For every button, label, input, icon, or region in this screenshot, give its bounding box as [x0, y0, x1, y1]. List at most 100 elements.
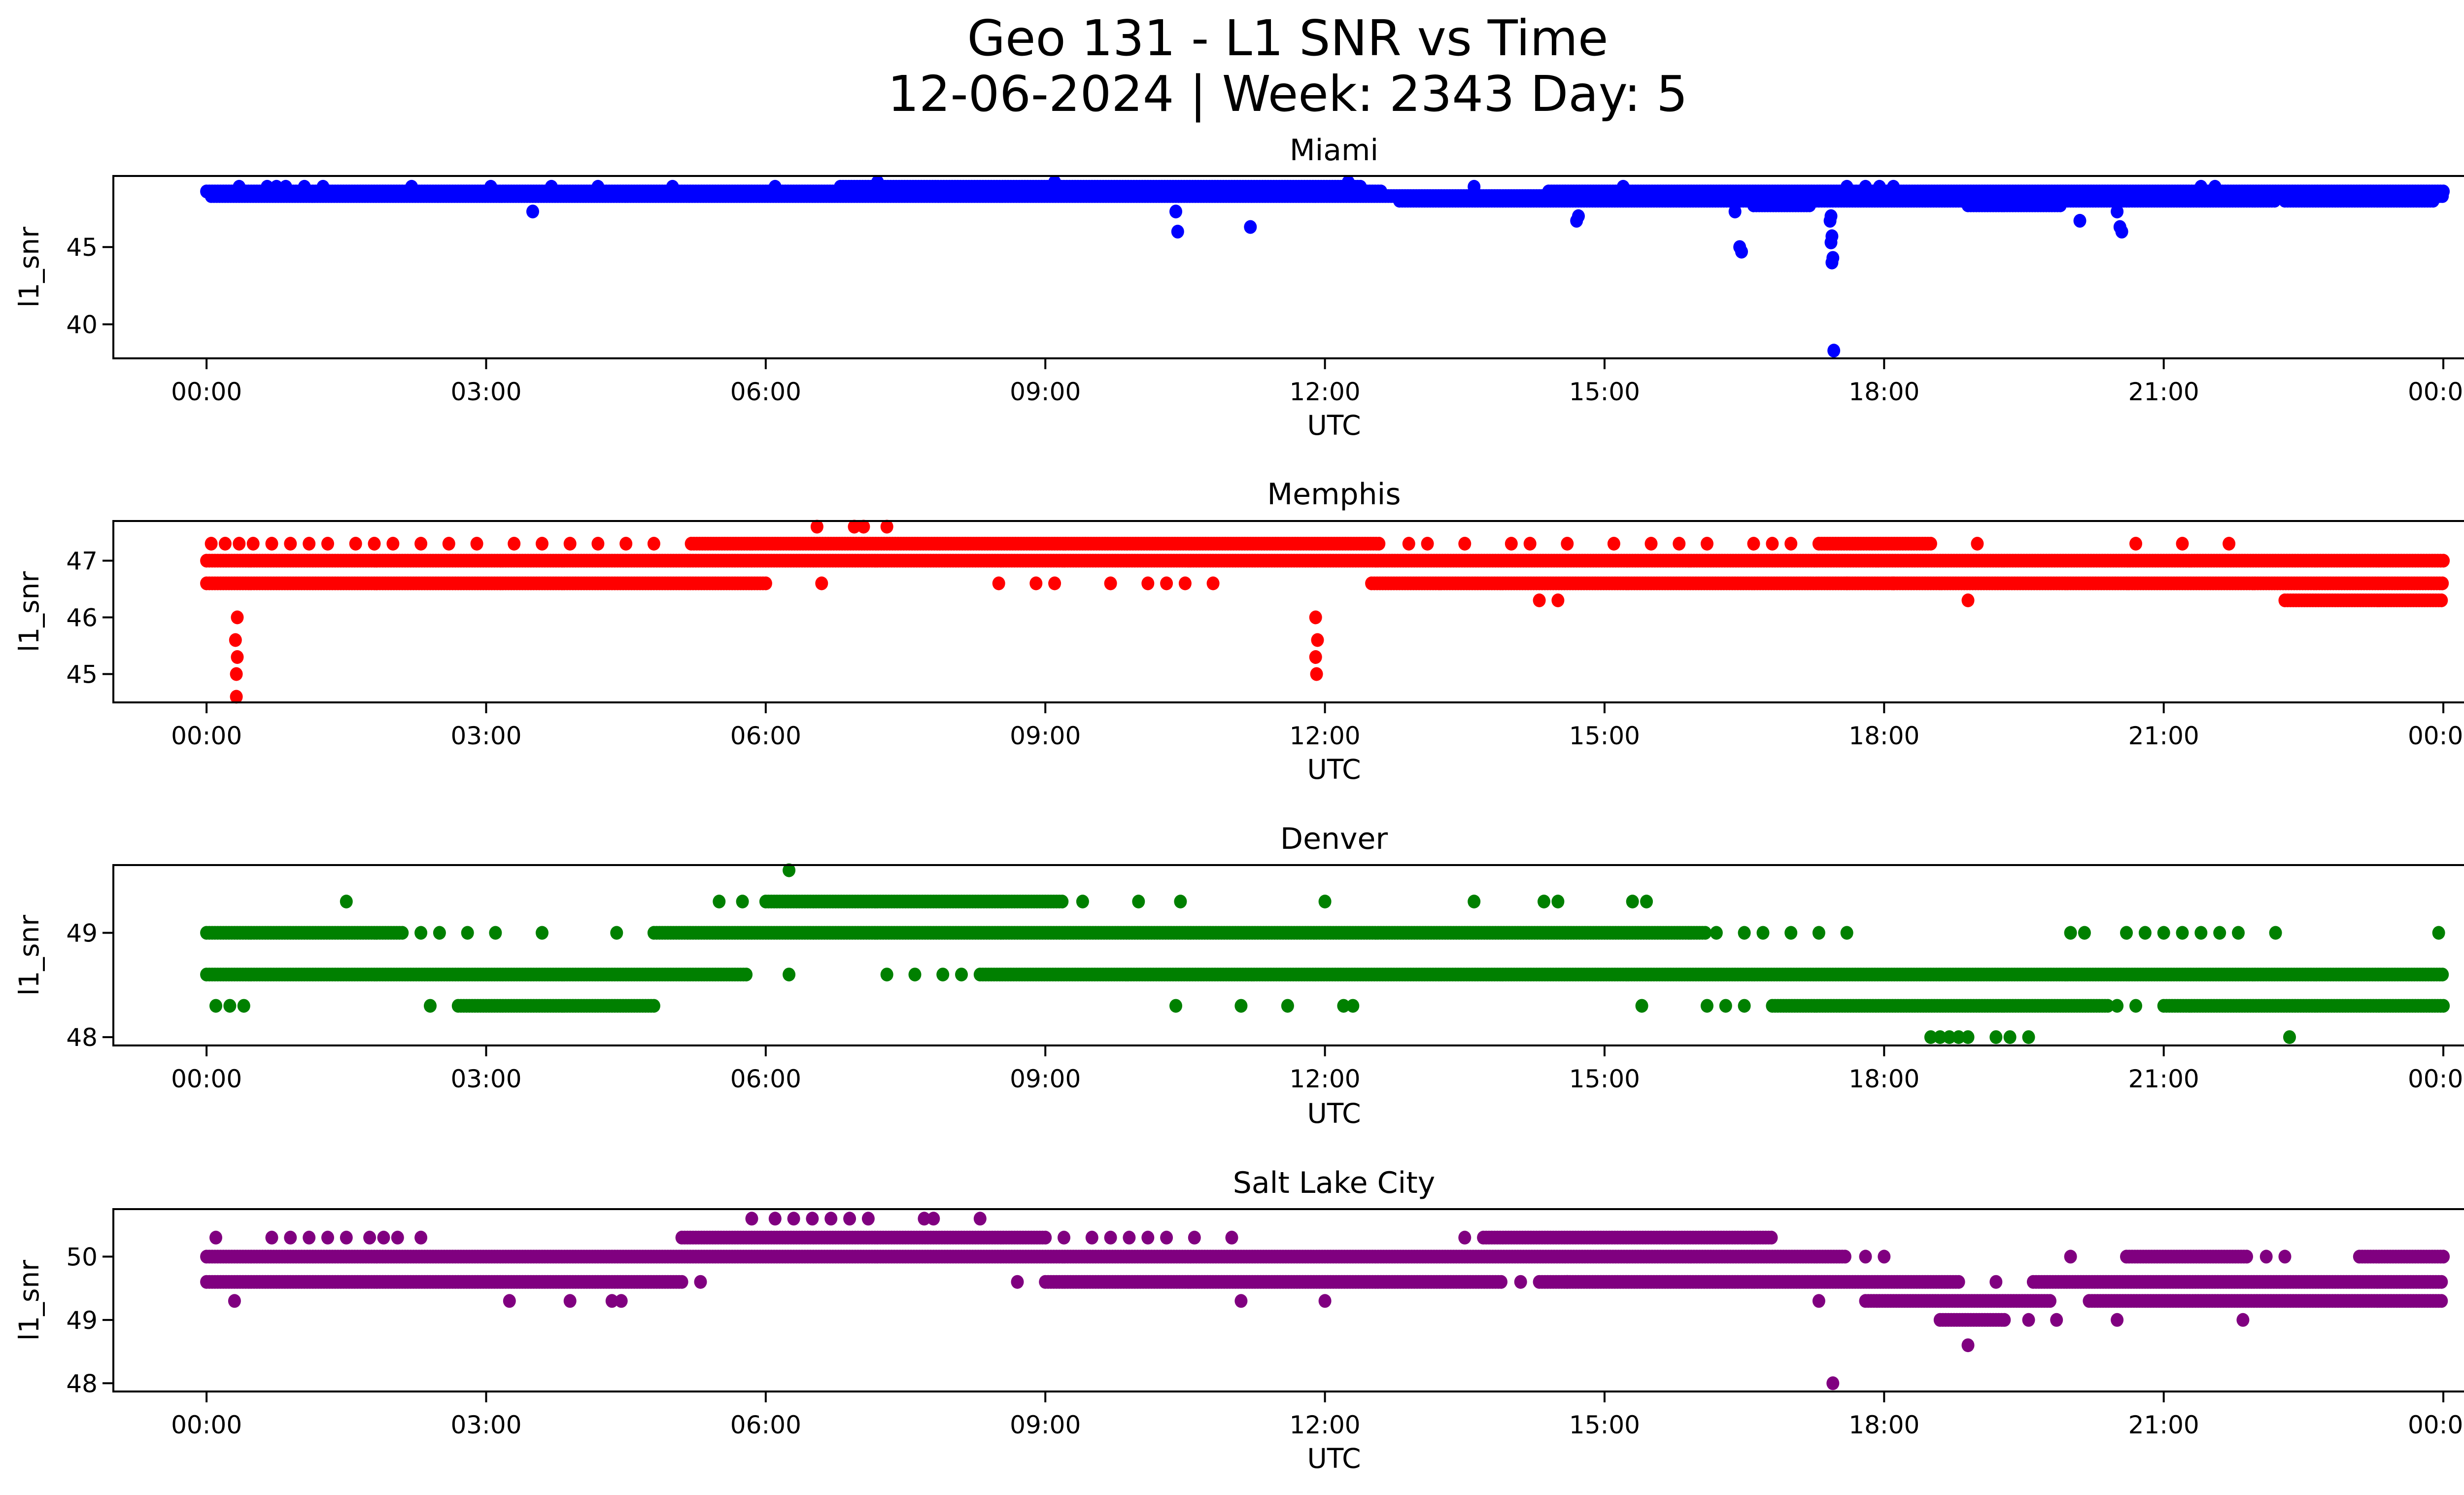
panel-title: Memphis: [1267, 477, 1401, 512]
data-point: [619, 537, 633, 551]
data-point: [647, 537, 660, 551]
data-point: [1309, 610, 1322, 625]
data-point: [414, 537, 428, 551]
data-point: [2176, 537, 2189, 551]
data-point: [2208, 179, 2222, 194]
data-point: [1784, 537, 1798, 551]
data-point: [1341, 175, 1355, 189]
y-axis-label: l1_snr: [13, 571, 45, 652]
figure-title: Geo 131 - L1 SNR vs Time: [967, 9, 1608, 67]
data-point: [1169, 205, 1182, 219]
data-point: [1029, 576, 1043, 591]
data-point: [563, 537, 577, 551]
data-point: [349, 537, 362, 551]
data-point: [536, 537, 548, 551]
data-point: [1961, 593, 1975, 607]
data-point: [1701, 537, 1713, 551]
data-point: [279, 179, 292, 194]
data-point: [1468, 179, 1481, 194]
y-tick-label: 47: [66, 547, 98, 576]
x-tick-label: 03:00: [450, 722, 521, 750]
data-point: [1747, 537, 1760, 551]
data-point: [484, 179, 497, 194]
x-tick-label: 00:00: [2408, 722, 2464, 750]
scatter-points: [200, 175, 2450, 358]
x-tick-label: 15:00: [1569, 722, 1640, 750]
x-tick-label: 12:00: [1290, 378, 1361, 406]
data-point: [768, 179, 782, 194]
y-tick-label: 40: [66, 311, 98, 339]
data-point: [1766, 537, 1779, 551]
x-tick-label: 09:00: [1010, 722, 1081, 750]
x-axis-label: UTC: [1307, 754, 1361, 785]
data-point: [368, 537, 381, 551]
data-point: [2129, 537, 2142, 551]
x-tick-label: 03:00: [450, 378, 521, 406]
data-point: [1728, 205, 1742, 219]
data-point: [1141, 576, 1155, 591]
data-point: [545, 179, 558, 194]
data-point: [1458, 537, 1472, 551]
data-point: [230, 667, 243, 681]
data-point: [1572, 209, 1585, 223]
data-point: [1310, 667, 1323, 681]
data-point: [1607, 537, 1620, 551]
data-point: [1178, 576, 1192, 591]
data-point: [1160, 576, 1173, 591]
data-point: [1840, 576, 1853, 591]
data-point: [1048, 175, 1061, 189]
data-point: [2111, 205, 2124, 219]
data-point: [205, 537, 218, 551]
data-point: [666, 179, 679, 194]
data-point: [1824, 209, 1838, 223]
data-point: [1206, 576, 1220, 591]
data-point: [815, 576, 828, 591]
figure-subtitle: 12-06-2024 | Week: 2343 Day: 5: [888, 65, 1687, 123]
data-point: [265, 537, 278, 551]
data-point: [303, 537, 316, 551]
data-point: [442, 537, 455, 551]
data-point: [1971, 537, 1984, 551]
data-point: [2053, 198, 2067, 212]
y-axis-label: l1_snr: [13, 227, 45, 308]
data-point: [1825, 255, 1839, 270]
x-tick-label: 18:00: [1848, 722, 1919, 750]
data-point: [2437, 184, 2450, 199]
data-point: [231, 650, 244, 664]
data-point: [1673, 537, 1686, 551]
data-point: [298, 179, 311, 194]
x-tick-label: 21:00: [2128, 722, 2199, 750]
data-point: [2435, 593, 2448, 607]
x-tick-label: 06:00: [730, 722, 801, 750]
x-tick-label: 21:00: [2128, 378, 2199, 406]
data-point: [231, 610, 244, 625]
panel-title: Miami: [1290, 133, 1378, 168]
data-point: [246, 537, 260, 551]
x-tick-label: 00:00: [2408, 378, 2464, 406]
data-point: [1840, 179, 1853, 194]
data-point: [1354, 179, 1367, 194]
data-point: [1887, 179, 1900, 194]
x-tick-label: 00:00: [171, 722, 242, 750]
data-point: [405, 179, 418, 194]
data-point: [2223, 537, 2236, 551]
y-tick-label: 46: [66, 604, 98, 632]
data-point: [1309, 650, 1322, 664]
data-point: [1873, 179, 1886, 194]
data-point: [591, 179, 605, 194]
data-point: [1533, 593, 1546, 607]
data-point: [218, 537, 232, 551]
data-point: [1887, 576, 1900, 591]
data-point: [759, 576, 772, 591]
data-point: [1561, 537, 1574, 551]
data-point: [386, 537, 400, 551]
data-point: [2113, 220, 2126, 234]
data-point: [508, 537, 521, 551]
data-point: [284, 537, 297, 551]
data-point: [1104, 576, 1117, 591]
data-point: [591, 537, 605, 551]
x-tick-label: 09:00: [1010, 378, 1081, 406]
data-point: [396, 926, 409, 940]
data-point: [233, 179, 246, 194]
data-point: [526, 205, 539, 219]
